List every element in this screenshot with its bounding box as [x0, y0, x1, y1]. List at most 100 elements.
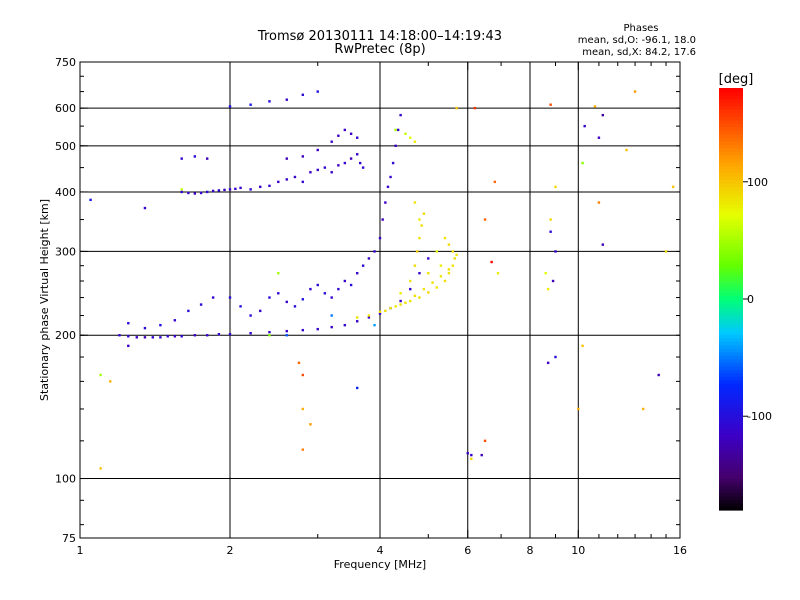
data-point — [384, 201, 387, 204]
data-point — [554, 355, 557, 359]
data-point — [404, 301, 407, 304]
data-point — [470, 457, 473, 461]
data-point — [451, 250, 455, 253]
colorbar-segment — [719, 464, 743, 469]
data-point — [447, 272, 451, 275]
data-point — [355, 386, 359, 390]
colorbar-segment — [719, 478, 743, 483]
colorbar-segment — [719, 453, 743, 458]
data-point — [349, 157, 353, 160]
colorbar-segment — [719, 158, 743, 163]
data-point — [551, 279, 555, 283]
colorbar-segment — [719, 344, 743, 349]
data-point — [118, 334, 121, 337]
colorbar-segment — [719, 457, 743, 462]
data-point — [427, 291, 430, 294]
colorbar-segment — [719, 197, 743, 202]
data-point — [415, 250, 419, 253]
data-point — [285, 329, 288, 333]
data-point — [309, 171, 312, 174]
colorbar-segment — [719, 182, 743, 188]
data-point — [597, 136, 601, 139]
data-point — [151, 336, 155, 339]
data-point — [355, 136, 359, 139]
data-point — [367, 314, 371, 317]
colorbar-segment — [719, 429, 743, 434]
data-point — [301, 155, 305, 158]
data-point — [316, 283, 319, 287]
colorbar-segment — [719, 460, 743, 465]
colorbar-segment — [719, 446, 743, 451]
colorbar-segment — [719, 168, 743, 173]
data-point — [99, 467, 102, 470]
data-point — [337, 164, 340, 167]
data-point — [285, 334, 288, 337]
colorbar-segment — [719, 172, 743, 177]
colorbar-segment — [719, 161, 743, 166]
colorbar-segment — [719, 144, 743, 149]
data-point — [268, 184, 271, 188]
data-point — [159, 323, 162, 327]
colorbar-segment — [719, 200, 743, 205]
colorbar-segment — [719, 502, 743, 508]
data-point — [577, 407, 580, 411]
colorbar-segment — [719, 323, 743, 328]
colorbar-segment — [719, 306, 743, 311]
colorbar-segment — [719, 154, 743, 159]
data-point — [593, 105, 597, 108]
data-point — [642, 407, 645, 411]
data-point — [99, 373, 102, 377]
x-tick-label: 6 — [464, 544, 471, 557]
colorbar-segment — [719, 147, 743, 152]
colorbar-segment — [719, 256, 743, 261]
data-point — [228, 105, 232, 108]
colorbar-segment — [719, 425, 743, 430]
data-point — [427, 257, 430, 260]
data-point — [409, 299, 412, 303]
data-point — [367, 257, 371, 260]
y-tick-label: 100 — [55, 473, 76, 486]
data-point — [343, 128, 347, 132]
data-point — [199, 303, 203, 306]
colorbar-segment — [719, 291, 743, 297]
colorbar-tick-label: -100 — [747, 410, 772, 423]
data-point — [378, 312, 382, 315]
data-point — [581, 161, 584, 165]
data-point — [404, 132, 407, 135]
colorbar-segment — [719, 189, 743, 195]
data-point — [583, 124, 586, 128]
data-point — [409, 279, 412, 283]
colorbar-segment — [719, 393, 743, 399]
data-point — [259, 185, 262, 189]
y-tick-label: 75 — [62, 532, 76, 545]
chart-title: Tromsø 20130111 14:18:00–14:19:43 — [257, 29, 502, 44]
data-point — [228, 188, 232, 191]
colorbar-segment — [719, 98, 743, 103]
data-point — [301, 328, 305, 332]
data-point — [301, 93, 305, 96]
data-point — [455, 253, 458, 257]
colorbar-segment — [719, 495, 743, 501]
data-point — [337, 287, 340, 291]
data-point — [418, 236, 421, 240]
data-point — [399, 113, 402, 117]
colorbar-segment — [719, 284, 743, 290]
data-point — [546, 287, 550, 291]
data-point — [239, 186, 242, 190]
data-point — [239, 305, 242, 308]
data-point — [657, 373, 660, 377]
data-point — [394, 128, 397, 132]
colorbar-segment — [719, 263, 743, 268]
colorbar-segment — [719, 355, 743, 360]
data-point — [180, 188, 183, 191]
colorbar-segment — [719, 193, 743, 198]
data-point — [581, 344, 584, 348]
colorbar-segment — [719, 130, 743, 135]
colorbar-segment — [719, 404, 743, 409]
data-point — [249, 331, 252, 335]
colorbar-segment — [719, 207, 743, 212]
data-point — [211, 296, 215, 299]
colorbar-segment — [719, 471, 743, 476]
data-point — [109, 380, 112, 383]
